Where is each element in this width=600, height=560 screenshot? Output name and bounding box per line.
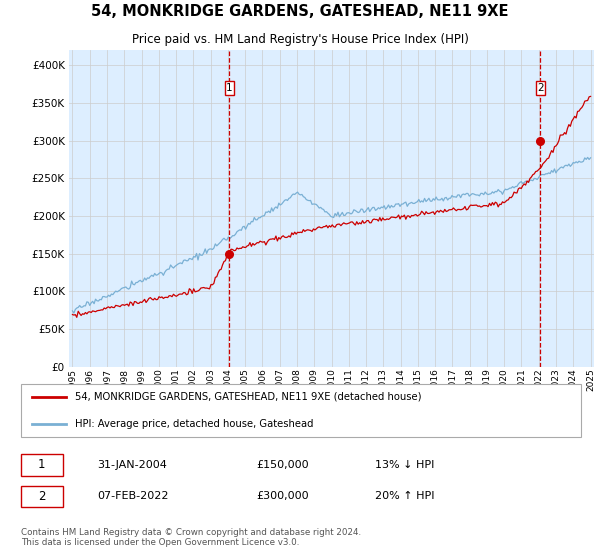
FancyBboxPatch shape — [21, 384, 581, 437]
FancyBboxPatch shape — [224, 81, 234, 95]
Text: Price paid vs. HM Land Registry's House Price Index (HPI): Price paid vs. HM Land Registry's House … — [131, 32, 469, 45]
Text: 07-FEB-2022: 07-FEB-2022 — [97, 491, 169, 501]
Text: 54, MONKRIDGE GARDENS, GATESHEAD, NE11 9XE (detached house): 54, MONKRIDGE GARDENS, GATESHEAD, NE11 9… — [75, 391, 421, 402]
Text: 20% ↑ HPI: 20% ↑ HPI — [375, 491, 435, 501]
FancyBboxPatch shape — [21, 486, 64, 507]
Text: 54, MONKRIDGE GARDENS, GATESHEAD, NE11 9XE: 54, MONKRIDGE GARDENS, GATESHEAD, NE11 9… — [91, 4, 509, 20]
Text: 1: 1 — [226, 83, 233, 93]
Text: 2: 2 — [537, 83, 544, 93]
FancyBboxPatch shape — [21, 454, 64, 476]
Text: 31-JAN-2004: 31-JAN-2004 — [97, 460, 167, 470]
Text: £150,000: £150,000 — [256, 460, 309, 470]
Text: 2: 2 — [38, 490, 46, 503]
Text: 1: 1 — [38, 459, 46, 472]
Text: HPI: Average price, detached house, Gateshead: HPI: Average price, detached house, Gate… — [75, 419, 313, 429]
FancyBboxPatch shape — [536, 81, 545, 95]
Text: £300,000: £300,000 — [256, 491, 309, 501]
Text: 13% ↓ HPI: 13% ↓ HPI — [375, 460, 434, 470]
Text: Contains HM Land Registry data © Crown copyright and database right 2024.
This d: Contains HM Land Registry data © Crown c… — [21, 528, 361, 547]
